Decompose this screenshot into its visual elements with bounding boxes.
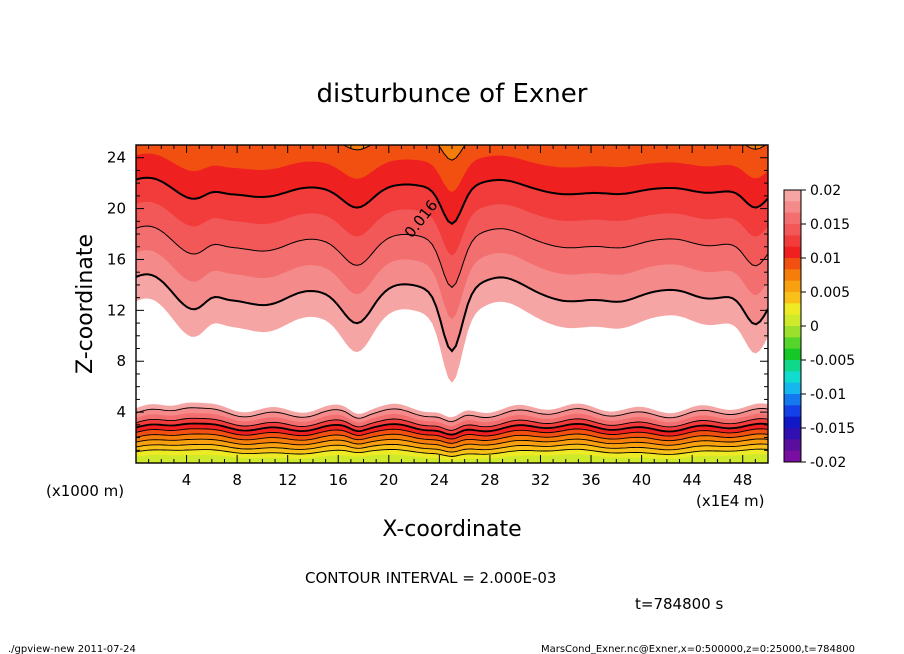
x-tick-label: 32 [531, 471, 550, 489]
contour-line-lower-6 [136, 433, 768, 444]
colorbar-swatch [784, 235, 801, 248]
lower-band-10 [136, 454, 768, 463]
colorbar-swatch [784, 292, 801, 304]
x-unit-note: (x1E4 m) [696, 492, 765, 510]
contour-line-upper-7 [342, 145, 767, 161]
y-tick-label: 4 [116, 403, 126, 421]
x-tick-label: 8 [232, 471, 242, 489]
colorbar-swatch [784, 280, 801, 293]
contour-line-upper-5 [136, 176, 768, 226]
colorbar-swatch [784, 269, 801, 282]
contour-line-lower-1 [136, 407, 768, 423]
colorbar-swatch [784, 416, 801, 429]
y-unit-note: (x1000 m) [46, 482, 124, 500]
colorbar-swatch [784, 348, 801, 361]
colorbar-tick-label: 0.02 [810, 183, 841, 199]
x-tick-label: 20 [379, 471, 398, 489]
y-axis-ticks: 4 8 12 16 20 24 [107, 149, 768, 451]
colorbar-swatch [784, 190, 801, 202]
plot-area [136, 105, 768, 463]
y-tick-label: 20 [107, 200, 126, 218]
contour-line-upper-3 [136, 225, 768, 289]
contour-interval-note: CONTOUR INTERVAL = 2.000E-03 [305, 569, 556, 587]
colorbar-swatch [784, 337, 801, 350]
upper-band-7 [343, 145, 766, 161]
x-tick-label: 40 [632, 471, 651, 489]
footer-left: ./gpview-new 2011-07-24 [8, 644, 136, 654]
colorbar-swatch [784, 382, 801, 395]
colorbar [783, 189, 802, 463]
colorbar-swatch [784, 405, 801, 418]
time-note: t=784800 s [635, 595, 723, 613]
contour-line-lower-7 [136, 438, 768, 449]
x-tick-label: 4 [182, 471, 192, 489]
colorbar-tick-label: 0.01 [810, 251, 841, 267]
colorbar-swatch [784, 360, 801, 372]
colorbar-tick-label: -0.01 [810, 387, 846, 403]
x-tick-label: 44 [683, 471, 702, 489]
colorbar-tick-label: -0.005 [810, 353, 855, 369]
colorbar-swatch [784, 258, 801, 270]
colorbar-tick-label: -0.02 [810, 455, 846, 471]
x-tick-label: 24 [430, 471, 449, 489]
contour-line-upper-1 [136, 273, 768, 353]
colorbar-tick-label: 0.005 [810, 285, 850, 301]
y-tick-label: 8 [116, 352, 126, 370]
x-tick-label: 48 [733, 471, 752, 489]
contour-line-lower-5 [136, 428, 768, 440]
x-tick-label: 16 [329, 471, 348, 489]
colorbar-tick-label: 0 [810, 319, 819, 335]
colorbar-tick-label: -0.015 [810, 421, 855, 437]
x-axis-ticks: 4 8 12 16 20 24 28 32 36 40 44 48 [148, 145, 756, 489]
contour-line-lower-9 [136, 448, 768, 457]
colorbar-swatch [784, 212, 801, 225]
colorbar-swatch [784, 326, 801, 338]
upper-band-8 [136, 105, 768, 140]
contour-lines [136, 145, 768, 457]
x-tick-label: 36 [581, 471, 600, 489]
colorbar-swatch [784, 201, 801, 214]
y-tick-label: 12 [107, 301, 126, 319]
upper-band-6 [136, 145, 768, 192]
y-axis-label: Z-coordinate [73, 234, 98, 374]
colorbar-ticks: 0.02 0.015 0.01 0.005 0 -0.005 -0.01 -0.015 -0.0… [801, 183, 855, 471]
colorbar-swatch [784, 439, 801, 452]
colorbar-swatch [784, 428, 801, 440]
contour-line-lower-4 [136, 422, 768, 436]
x-tick-label: 12 [278, 471, 297, 489]
colorbar-swatch [784, 314, 801, 327]
colorbar-tick-label: 0.015 [810, 217, 850, 233]
contour-line-lower-8 [136, 443, 768, 453]
upper-contour-bands [136, 105, 768, 383]
colorbar-swatch [784, 246, 801, 259]
colorbar-swatch [784, 303, 801, 316]
chart-title: disturbunce of Exner [317, 79, 588, 109]
footer-right: MarsCond_Exner.nc@Exner,x=0:500000,z=0:2… [541, 644, 855, 654]
colorbar-swatch [784, 394, 801, 406]
colorbar-swatch [784, 224, 801, 236]
x-tick-label: 28 [480, 471, 499, 489]
colorbar-swatch [784, 450, 801, 463]
colorbar-swatch [784, 371, 801, 384]
contour-line-lower-3 [136, 417, 768, 431]
y-tick-label: 24 [107, 149, 126, 167]
y-tick-label: 16 [107, 250, 126, 268]
x-axis-label: X-coordinate [382, 517, 521, 542]
